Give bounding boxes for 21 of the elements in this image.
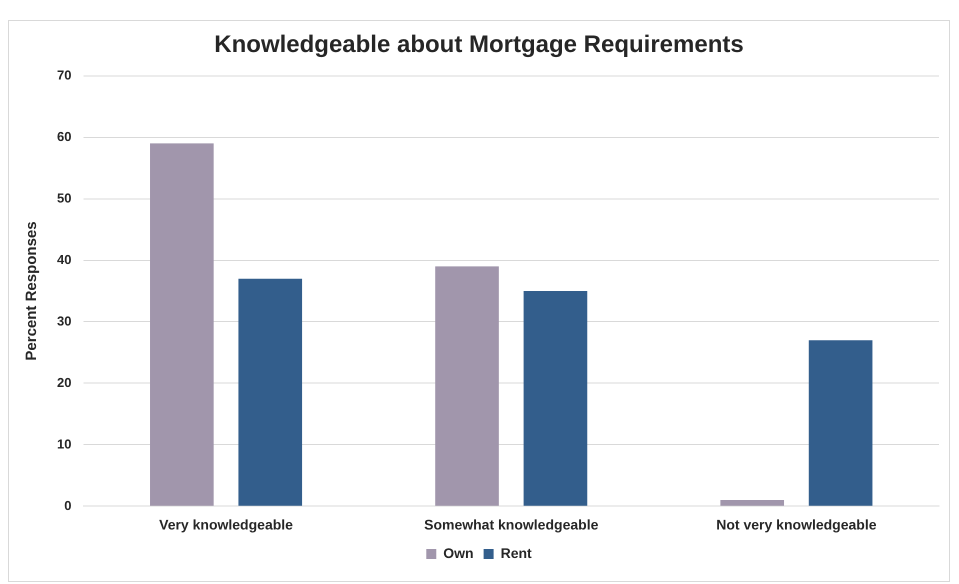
bar	[720, 500, 784, 506]
y-tick-label: 60	[56, 128, 72, 144]
y-tick-label: 70	[56, 67, 72, 82]
y-tick-label: 20	[56, 374, 72, 390]
y-tick-label: 0	[64, 498, 72, 513]
y-axis-title: Percent Responses	[23, 221, 40, 361]
y-tick-label: 10	[56, 436, 72, 452]
bar	[150, 143, 214, 506]
chart-title: Knowledgeable about Mortgage Requirements	[214, 31, 744, 58]
x-tick-label: Somewhat knowledgeable	[424, 516, 599, 532]
bar	[524, 291, 588, 506]
x-tick-label: Very knowledgeable	[159, 516, 294, 532]
y-tick-label: 50	[56, 190, 72, 206]
legend-label: Own	[443, 544, 474, 561]
y-tick-label: 40	[56, 252, 72, 267]
legend-label: Rent	[500, 544, 532, 561]
bar	[808, 340, 872, 506]
x-tick-label: Not very knowledgeable	[716, 516, 877, 532]
bar	[238, 278, 302, 506]
y-tick-label: 30	[56, 313, 72, 328]
bar	[435, 266, 499, 506]
